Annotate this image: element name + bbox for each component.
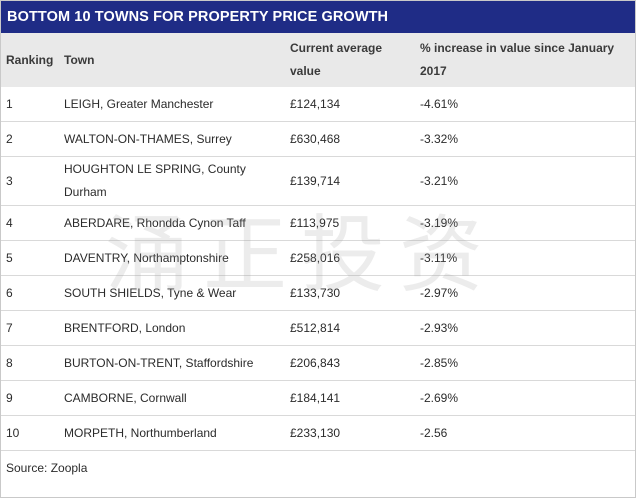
table-row: 5 DAVENTRY, Northamptonshire £258,016 -3.11…	[1, 240, 635, 276]
change-cell: -2.97%	[415, 275, 635, 311]
value-cell: £113,975	[285, 205, 415, 241]
rank-cell: 5	[1, 240, 59, 276]
change-cell: -4.61%	[415, 87, 635, 122]
rank-cell: 8	[1, 345, 59, 381]
header-current-value: Current average value	[285, 33, 415, 87]
rank-cell: 7	[1, 310, 59, 346]
rank-cell: 9	[1, 380, 59, 416]
change-cell: -2.93%	[415, 310, 635, 346]
table-row: 4 ABERDARE, Rhondda Cynon Taff £113,975 -3.…	[1, 205, 635, 241]
town-cell: HOUGHTON LE SPRING, County Durham	[59, 156, 285, 206]
town-cell: MORPETH, Northumberland	[59, 415, 285, 451]
town-cell: CAMBORNE, Cornwall	[59, 380, 285, 416]
header-town: Town	[59, 33, 285, 87]
change-cell: -2.85%	[415, 345, 635, 381]
rank-cell: 1	[1, 87, 59, 122]
value-cell: £233,130	[285, 415, 415, 451]
town-cell: LEIGH, Greater Manchester	[59, 87, 285, 122]
town-cell: WALTON-ON-THAMES, Surrey	[59, 121, 285, 157]
rank-cell: 4	[1, 205, 59, 241]
rank-cell: 10	[1, 415, 59, 451]
table-body: 1 LEIGH, Greater Manchester £124,134 -4.61%…	[1, 87, 635, 451]
change-cell: -3.21%	[415, 156, 635, 206]
town-cell: BURTON-ON-TRENT, Staffordshire	[59, 345, 285, 381]
table-row: 6 SOUTH SHIELDS, Tyne & Wear £133,730 -2.97…	[1, 275, 635, 311]
change-cell: -2.56	[415, 415, 635, 451]
town-cell: DAVENTRY, Northamptonshire	[59, 240, 285, 276]
change-cell: -3.11%	[415, 240, 635, 276]
value-cell: £133,730	[285, 275, 415, 311]
table-row: 8 BURTON-ON-TRENT, Staffordshire £206,843-…	[1, 345, 635, 381]
rank-cell: 6	[1, 275, 59, 311]
change-cell: -2.69%	[415, 380, 635, 416]
table-row: 10 MORPETH, Northumberland £233,130 -2.56	[1, 415, 635, 451]
header-ranking: Ranking	[1, 33, 59, 87]
town-cell: BRENTFORD, London	[59, 310, 285, 346]
table-row: 1 LEIGH, Greater Manchester £124,134 -4.61%	[1, 87, 635, 122]
property-table: Ranking Town Current average value % inc…	[1, 33, 635, 451]
table-title: BOTTOM 10 TOWNS FOR PROPERTY PRICE GROWT…	[1, 1, 635, 33]
value-cell: £206,843	[285, 345, 415, 381]
change-cell: -3.32%	[415, 121, 635, 157]
header-percent-increase: % increase in value since January 2017	[415, 33, 635, 87]
value-cell: £512,814	[285, 310, 415, 346]
table-row: 3 HOUGHTON LE SPRING, County Durham £139,7…	[1, 156, 635, 206]
source-note: Source: Zoopla	[6, 461, 88, 475]
table-row: 9 CAMBORNE, Cornwall £184,141 -2.69%	[1, 380, 635, 416]
header-row: Ranking Town Current average value % inc…	[1, 33, 635, 87]
table-row: 2 WALTON-ON-THAMES, Surrey £630,468 -3.32%	[1, 121, 635, 157]
town-cell: ABERDARE, Rhondda Cynon Taff	[59, 205, 285, 241]
rank-cell: 2	[1, 121, 59, 157]
change-cell: -3.19%	[415, 205, 635, 241]
value-cell: £124,134	[285, 87, 415, 122]
town-cell: SOUTH SHIELDS, Tyne & Wear	[59, 275, 285, 311]
rank-cell: 3	[1, 156, 59, 206]
value-cell: £630,468	[285, 121, 415, 157]
table-row: 7 BRENTFORD, London £512,814 -2.93%	[1, 310, 635, 346]
value-cell: £139,714	[285, 156, 415, 206]
value-cell: £258,016	[285, 240, 415, 276]
value-cell: £184,141	[285, 380, 415, 416]
